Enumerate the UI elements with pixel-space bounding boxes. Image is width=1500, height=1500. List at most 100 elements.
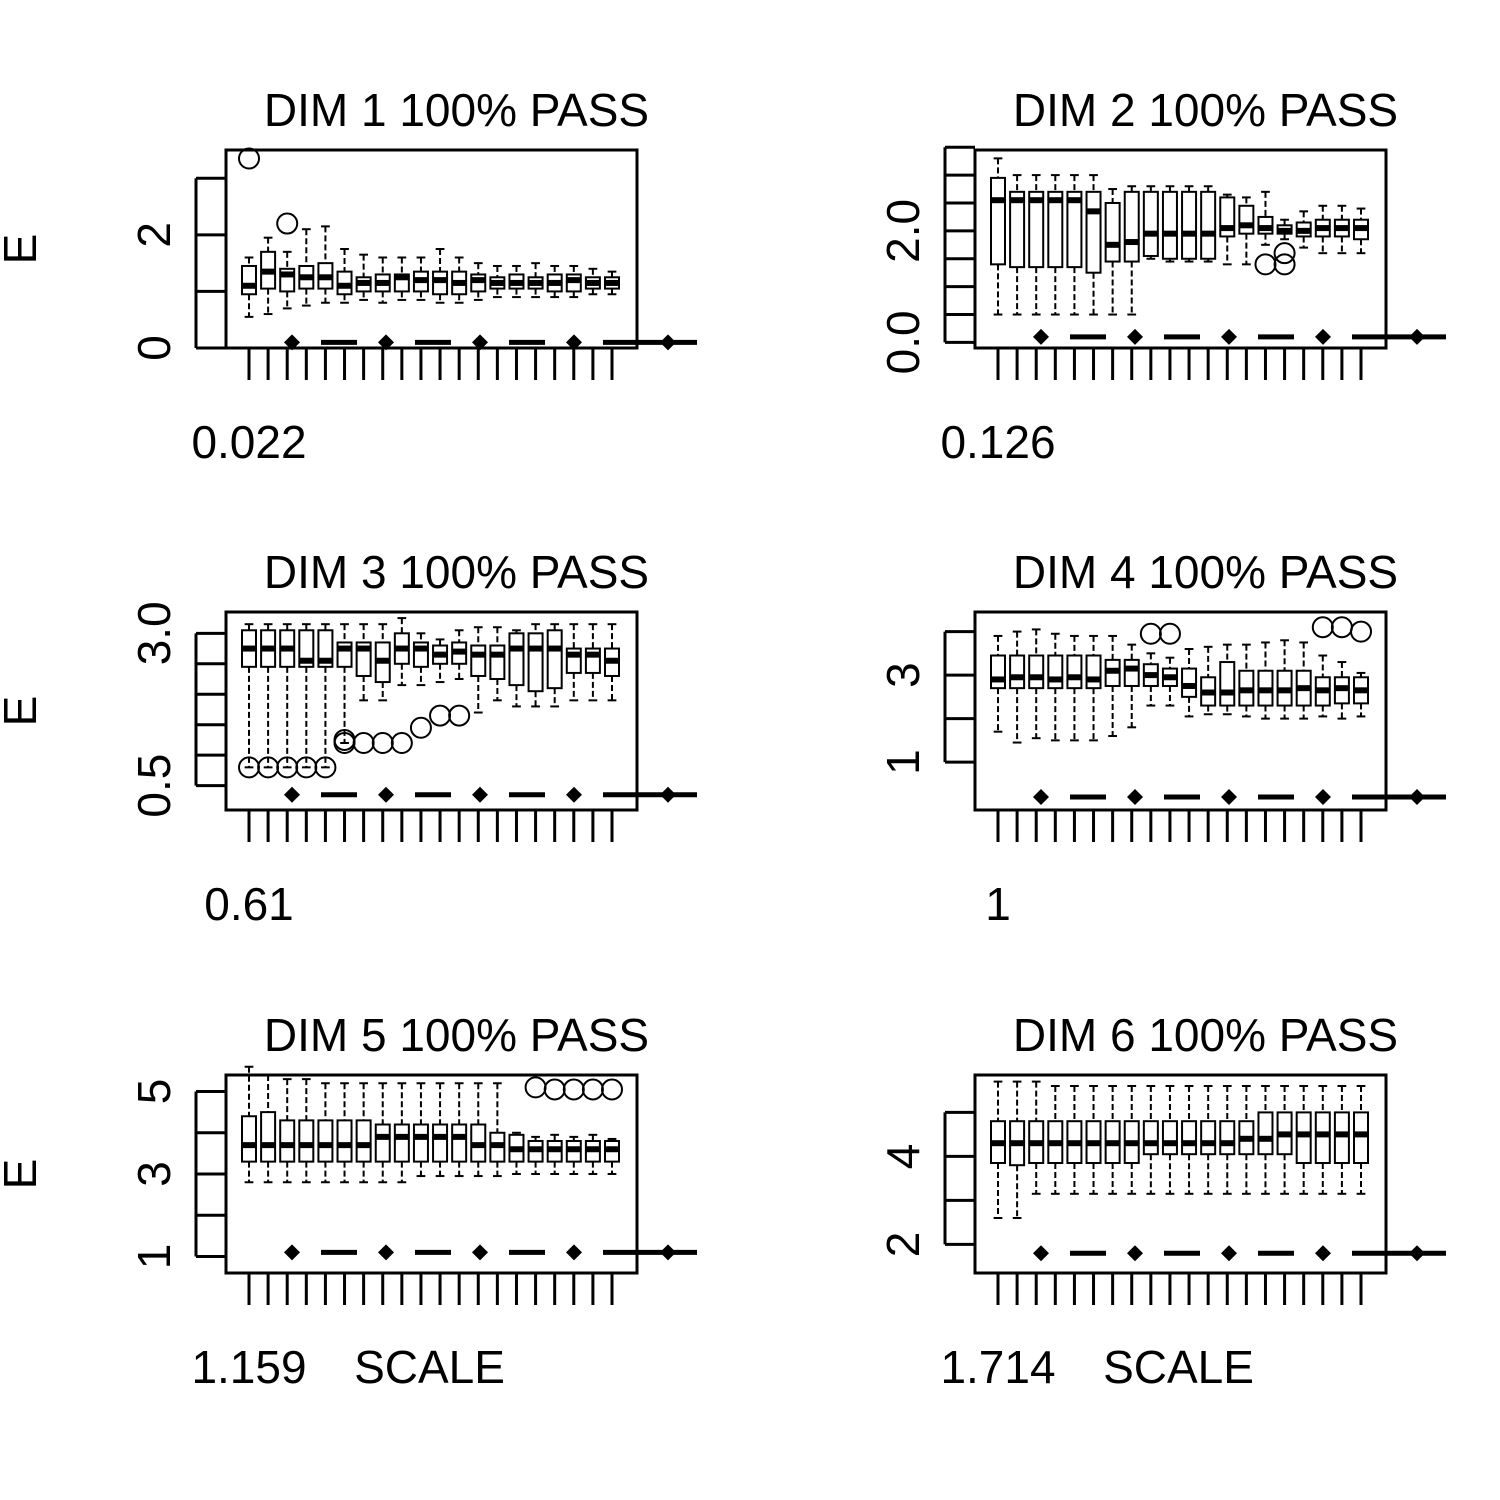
outlier <box>238 147 260 170</box>
diamond-marker <box>1221 788 1237 805</box>
box <box>1142 185 1159 260</box>
box-body <box>1200 190 1217 260</box>
plot-frame <box>224 148 639 350</box>
box <box>565 264 582 299</box>
box-body <box>1009 190 1026 269</box>
box <box>604 623 620 702</box>
box <box>451 1082 468 1178</box>
x-axis-label: 0.61 <box>204 878 294 930</box>
x-axis-label: 1 <box>985 878 1011 930</box>
outlier <box>390 731 413 754</box>
box <box>470 1082 487 1178</box>
box <box>470 262 487 301</box>
outlier <box>562 1078 585 1101</box>
outlier <box>524 1076 547 1099</box>
box <box>508 1131 525 1175</box>
diamond-marker <box>378 334 394 351</box>
box-body <box>1238 204 1255 235</box>
box <box>565 1135 582 1175</box>
box-body <box>1219 1120 1236 1156</box>
y-tick-label: 2 <box>128 222 180 248</box>
box-body <box>432 1123 449 1163</box>
plot-frame <box>224 1073 639 1275</box>
box <box>1142 652 1159 707</box>
box-body <box>508 632 525 687</box>
box-body <box>1066 190 1083 269</box>
outlier <box>352 731 375 754</box>
plot-frame <box>973 148 1388 350</box>
box <box>1066 174 1083 316</box>
y-axis-label: E <box>0 234 46 265</box>
box <box>604 1137 620 1175</box>
x-axis-label: 0.126 <box>940 416 1055 468</box>
box <box>355 253 372 301</box>
box-body <box>1028 654 1045 690</box>
box <box>584 1133 601 1175</box>
box <box>1257 190 1274 246</box>
box <box>1123 185 1140 316</box>
box-body <box>1333 1111 1350 1165</box>
box-body <box>1085 654 1102 690</box>
box <box>260 1074 277 1184</box>
box-body <box>546 629 563 690</box>
diamond-marker <box>284 1244 300 1261</box>
box <box>1353 207 1369 255</box>
box-body <box>489 644 506 681</box>
box <box>546 1133 563 1175</box>
outlier <box>581 1078 604 1101</box>
y-axis-label: E <box>0 1159 46 1190</box>
box <box>1161 656 1178 707</box>
panel-5: DIM 5 100% PASS E 1 3 5 1.159 SCALE <box>0 1009 697 1393</box>
box <box>1047 174 1064 316</box>
box <box>1238 196 1255 266</box>
box <box>1295 210 1312 249</box>
box <box>432 1082 449 1178</box>
box <box>1238 643 1255 718</box>
box <box>565 623 582 702</box>
outlier <box>1254 253 1277 276</box>
box <box>393 617 410 687</box>
box-body <box>1295 1111 1312 1165</box>
box-body <box>298 629 315 668</box>
box-body <box>1123 190 1140 263</box>
box-body <box>336 1119 353 1163</box>
diamond-marker <box>566 334 582 351</box>
x-axis-label: 1.714 <box>940 1341 1055 1393</box>
box <box>317 623 334 769</box>
box-body <box>1181 667 1198 698</box>
box <box>1066 634 1083 742</box>
box <box>1104 188 1121 316</box>
outlier <box>601 1078 623 1101</box>
box <box>298 1078 315 1184</box>
box <box>1219 1085 1236 1195</box>
box <box>1028 1080 1045 1195</box>
box-body <box>412 1123 429 1163</box>
panel-4: DIM 4 100% PASS 1 3 1 <box>877 546 1446 930</box>
box <box>527 623 544 708</box>
y-axis-label: E <box>0 696 46 727</box>
box <box>1104 1085 1121 1195</box>
box <box>1200 645 1217 716</box>
plot-frame <box>973 1073 1388 1275</box>
box-body <box>1085 190 1102 274</box>
outlier <box>409 716 432 739</box>
outlier <box>448 704 471 727</box>
diamond-marker <box>566 1244 582 1261</box>
box <box>1009 174 1026 316</box>
box-body <box>990 654 1006 690</box>
box-body <box>1047 654 1064 690</box>
diamond-marker <box>1315 328 1331 345</box>
y-tick-label: 0 <box>128 335 180 361</box>
y-tick-label: 4 <box>877 1144 929 1170</box>
box-body <box>527 632 544 693</box>
box <box>990 634 1006 733</box>
box <box>260 236 277 316</box>
box <box>1181 185 1198 263</box>
x-axis-label-2: SCALE <box>1103 1341 1254 1393</box>
box <box>1142 1085 1159 1195</box>
box <box>527 1135 544 1175</box>
box <box>1219 643 1236 716</box>
box-body <box>241 264 257 296</box>
box <box>604 270 620 296</box>
box <box>1333 661 1350 720</box>
